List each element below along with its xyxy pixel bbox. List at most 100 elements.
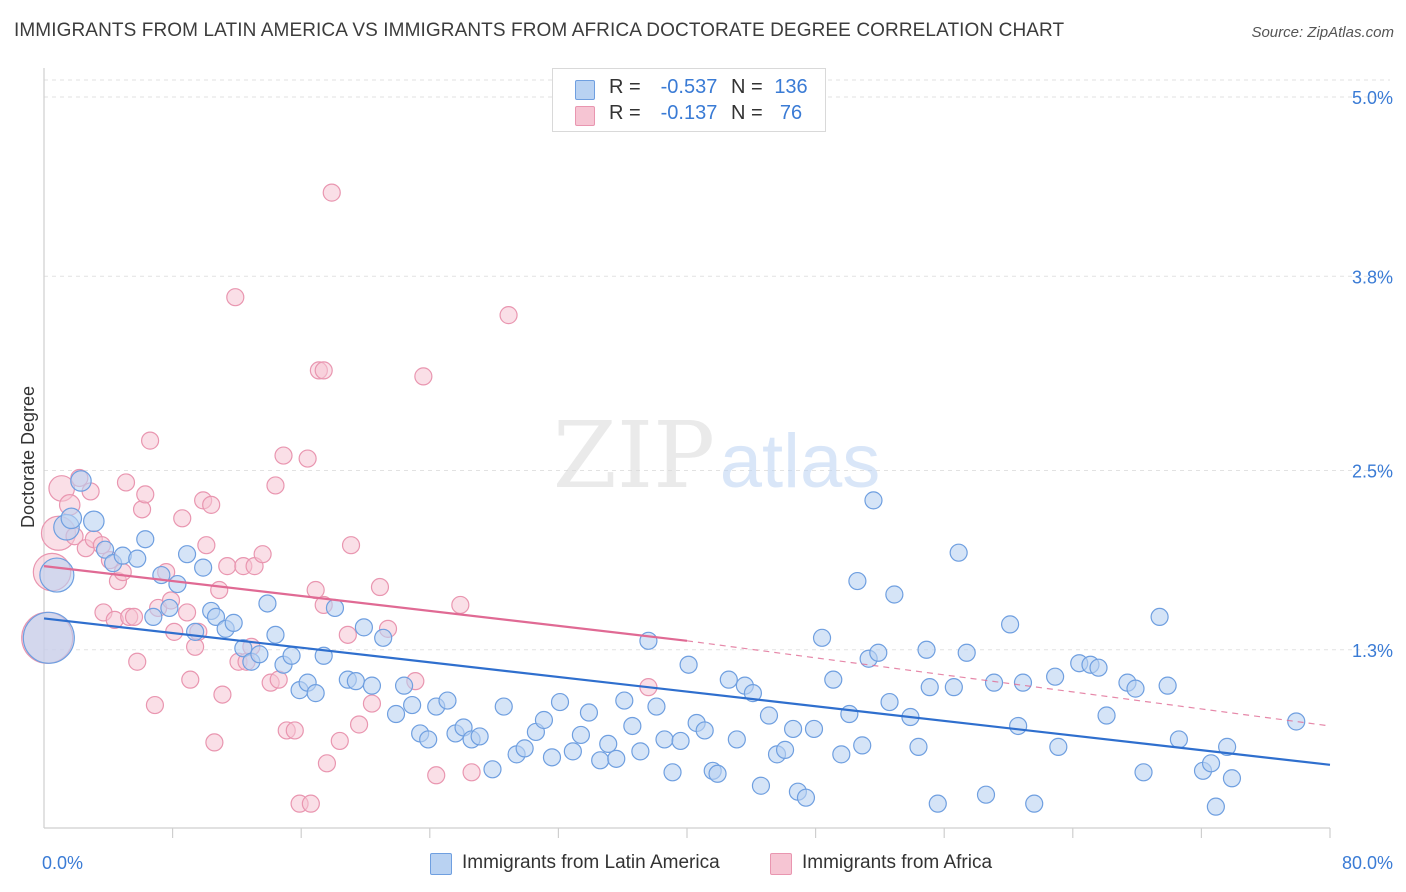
- latin-america-point: [928, 794, 947, 813]
- latin-america-point: [1009, 716, 1028, 736]
- latin-america-point: [1001, 615, 1020, 634]
- latin-america-point: [655, 730, 674, 749]
- latin-america-point: [949, 543, 968, 562]
- latin-america-point: [840, 704, 859, 724]
- latin-america-point: [1218, 737, 1237, 756]
- latin-america-point: [128, 549, 147, 568]
- africa-point: [266, 476, 285, 495]
- africa-point: [341, 536, 361, 555]
- latin-america-point: [394, 676, 414, 695]
- africa-point: [197, 536, 216, 555]
- watermark-atlas: atlas: [720, 419, 881, 504]
- legend-n-label: N =: [731, 76, 763, 98]
- stats-legend: R = -0.537 N = 136 R = -0.137 N = 76: [552, 68, 826, 132]
- latin-america-point: [984, 673, 1004, 692]
- bottom-legend-swatch-blue: [430, 853, 452, 875]
- latin-america-point: [647, 697, 666, 716]
- africa-point: [338, 625, 357, 644]
- latin-america-point: [783, 719, 803, 739]
- latin-america-point: [909, 737, 928, 756]
- latin-america-point: [515, 739, 534, 758]
- latin-america-point: [1158, 676, 1177, 695]
- latin-america-point: [579, 703, 599, 722]
- latin-america-point: [306, 684, 325, 703]
- latin-america-point: [623, 716, 642, 736]
- watermark: ZIP atlas: [553, 402, 880, 509]
- axes: [43, 68, 1331, 838]
- africa-point: [136, 485, 155, 504]
- latin-america-point: [136, 530, 155, 549]
- latin-america-point: [1089, 658, 1108, 677]
- legend-n-value: 76: [779, 102, 803, 124]
- latin-america-point: [1049, 737, 1068, 756]
- africa-point: [317, 754, 337, 773]
- latin-america-point: [759, 706, 779, 725]
- africa-point: [330, 731, 349, 751]
- latin-america-point: [1134, 763, 1153, 782]
- legend-n-value: 136: [774, 76, 808, 98]
- africa-trend-line: [43, 565, 688, 642]
- latin-america-point: [39, 557, 75, 593]
- latin-america-point: [695, 721, 714, 740]
- latin-america-point: [832, 745, 851, 764]
- latin-america-point: [671, 731, 690, 751]
- africa-point: [124, 607, 144, 627]
- latin-america-point: [663, 763, 682, 782]
- legend-r-value: -0.137: [660, 102, 718, 124]
- latin-america-point: [160, 598, 179, 618]
- africa-point: [414, 367, 433, 386]
- latin-america-point: [743, 684, 763, 703]
- latin-america-point: [880, 692, 899, 712]
- latin-america-point: [374, 628, 393, 647]
- latin-america-point: [812, 628, 832, 647]
- latin-america-point: [869, 643, 888, 662]
- latin-america-point: [957, 643, 976, 662]
- latin-america-point: [591, 751, 610, 770]
- legend-r-label: R =: [609, 102, 641, 124]
- chart-title: IMMIGRANTS FROM LATIN AMERICA VS IMMIGRA…: [14, 20, 1065, 41]
- africa-point: [177, 603, 197, 622]
- latin-america-trend-line: [43, 617, 1331, 766]
- latin-america-point: [864, 491, 883, 510]
- latin-america-point: [70, 470, 92, 492]
- latin-america-point: [542, 748, 562, 767]
- y-tick-label: 3.8%: [1352, 267, 1393, 287]
- latin-america-point: [22, 611, 75, 664]
- trend-lines: [43, 565, 1331, 766]
- latin-america-point: [250, 645, 269, 664]
- africa-point: [362, 694, 382, 713]
- latin-america-point: [95, 540, 115, 559]
- latin-america-point: [144, 607, 163, 627]
- y-axis-label: Doctorate Degree: [18, 386, 38, 528]
- latin-america-point: [403, 695, 422, 715]
- latin-america-point: [853, 736, 872, 755]
- y-tick-label: 2.5%: [1352, 462, 1393, 482]
- latin-america-point: [186, 622, 205, 641]
- latin-america-point: [1046, 667, 1065, 686]
- latin-america-point: [534, 710, 554, 730]
- africa-point: [116, 473, 136, 492]
- latin-america-point: [470, 727, 489, 746]
- latin-america-point: [563, 742, 582, 761]
- latin-america-point: [727, 730, 746, 749]
- legend-r-value: -0.537: [660, 76, 718, 98]
- africa-point: [451, 595, 470, 615]
- latin-america-point: [234, 639, 253, 658]
- latin-america-point: [354, 618, 373, 637]
- latin-america-point: [607, 749, 626, 768]
- africa-point: [181, 670, 200, 689]
- y-tick-label: 5.0%: [1352, 88, 1393, 108]
- latin-america-point: [60, 507, 83, 530]
- africa-point: [462, 763, 481, 782]
- latin-america-point: [266, 625, 285, 644]
- latin-america-point: [679, 655, 698, 674]
- latin-america-point: [917, 640, 936, 659]
- latin-america-point: [1126, 679, 1145, 698]
- latin-america-point: [550, 692, 570, 712]
- legend-swatch-blue: [575, 80, 595, 100]
- africa-point: [145, 695, 165, 715]
- latin-america-point: [168, 574, 187, 594]
- africa-point: [370, 577, 390, 597]
- latin-america-point: [775, 740, 795, 759]
